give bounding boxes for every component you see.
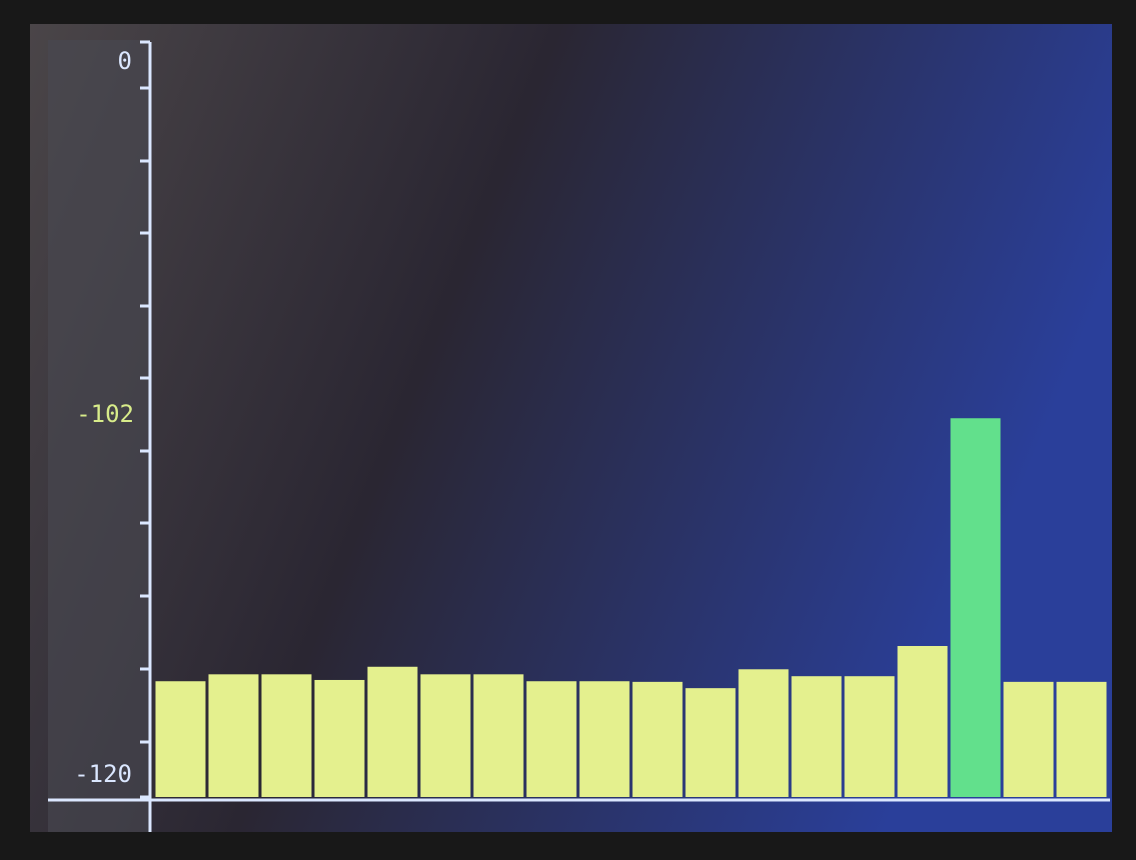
bar [314, 679, 365, 797]
bar [897, 646, 948, 797]
bar [208, 674, 259, 797]
bar [367, 666, 418, 797]
peak-label: -102 [76, 400, 134, 428]
bar [261, 674, 312, 797]
bar [738, 669, 789, 797]
bar [526, 681, 577, 797]
y-tick-label: 0 [118, 47, 132, 75]
bar [579, 681, 630, 797]
bar [844, 676, 895, 797]
bar [632, 681, 683, 797]
bar [1056, 681, 1107, 797]
y-tick-label: -120 [74, 760, 132, 788]
bar [155, 681, 206, 797]
bar [950, 418, 1001, 797]
bar [420, 674, 471, 797]
bar [1003, 681, 1054, 797]
bar [791, 676, 842, 797]
minor-ticks [140, 86, 150, 744]
axis-panel [48, 40, 150, 832]
bar [685, 688, 736, 797]
bar [473, 674, 524, 797]
